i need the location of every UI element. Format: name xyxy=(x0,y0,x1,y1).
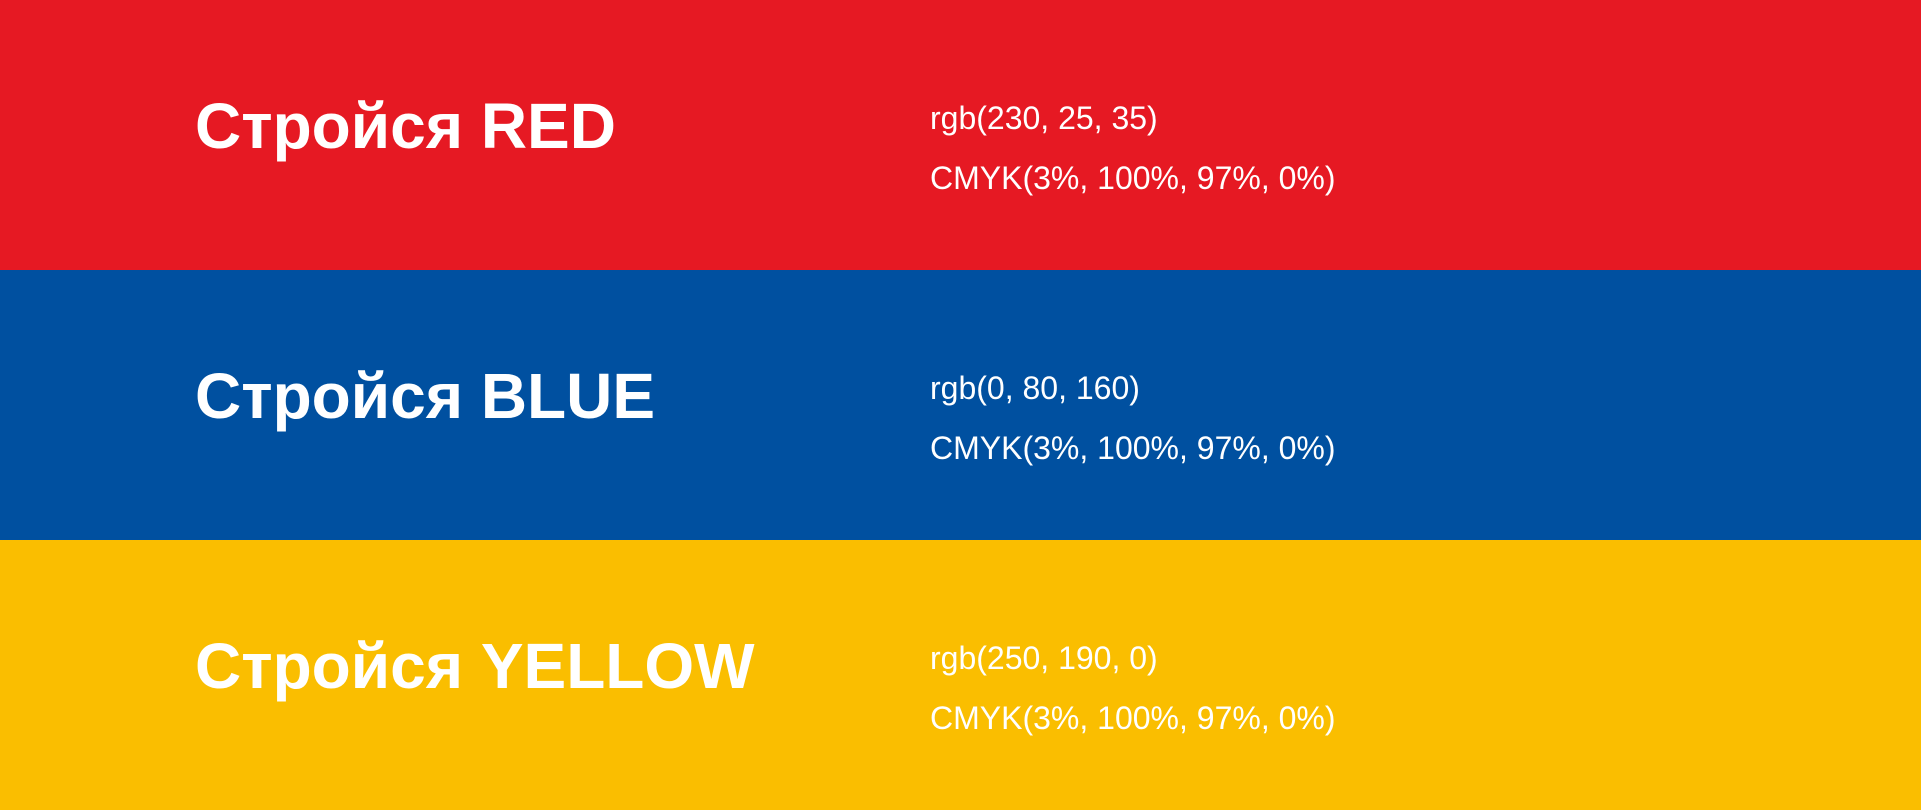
swatch-values: rgb(250, 190, 0) CMYK(3%, 100%, 97%, 0%) xyxy=(930,628,1336,748)
rgb-value: rgb(230, 25, 35) xyxy=(930,100,1158,136)
swatch-yellow: Стройся YELLOW rgb(250, 190, 0) CMYK(3%,… xyxy=(0,540,1921,810)
cmyk-value: CMYK(3%, 100%, 97%, 0%) xyxy=(930,160,1336,196)
swatch-values: rgb(230, 25, 35) CMYK(3%, 100%, 97%, 0%) xyxy=(930,88,1336,208)
swatch-name: Стройся RED xyxy=(195,90,616,162)
swatch-blue: Стройся BLUE rgb(0, 80, 160) CMYK(3%, 10… xyxy=(0,270,1921,540)
cmyk-value: CMYK(3%, 100%, 97%, 0%) xyxy=(930,700,1336,736)
swatch-name: Стройся YELLOW xyxy=(195,630,755,702)
swatch-red: Стройся RED rgb(230, 25, 35) CMYK(3%, 10… xyxy=(0,0,1921,270)
rgb-value: rgb(0, 80, 160) xyxy=(930,370,1140,406)
rgb-value: rgb(250, 190, 0) xyxy=(930,640,1158,676)
swatch-values: rgb(0, 80, 160) CMYK(3%, 100%, 97%, 0%) xyxy=(930,358,1336,478)
cmyk-value: CMYK(3%, 100%, 97%, 0%) xyxy=(930,430,1336,466)
swatch-name: Стройся BLUE xyxy=(195,360,656,432)
